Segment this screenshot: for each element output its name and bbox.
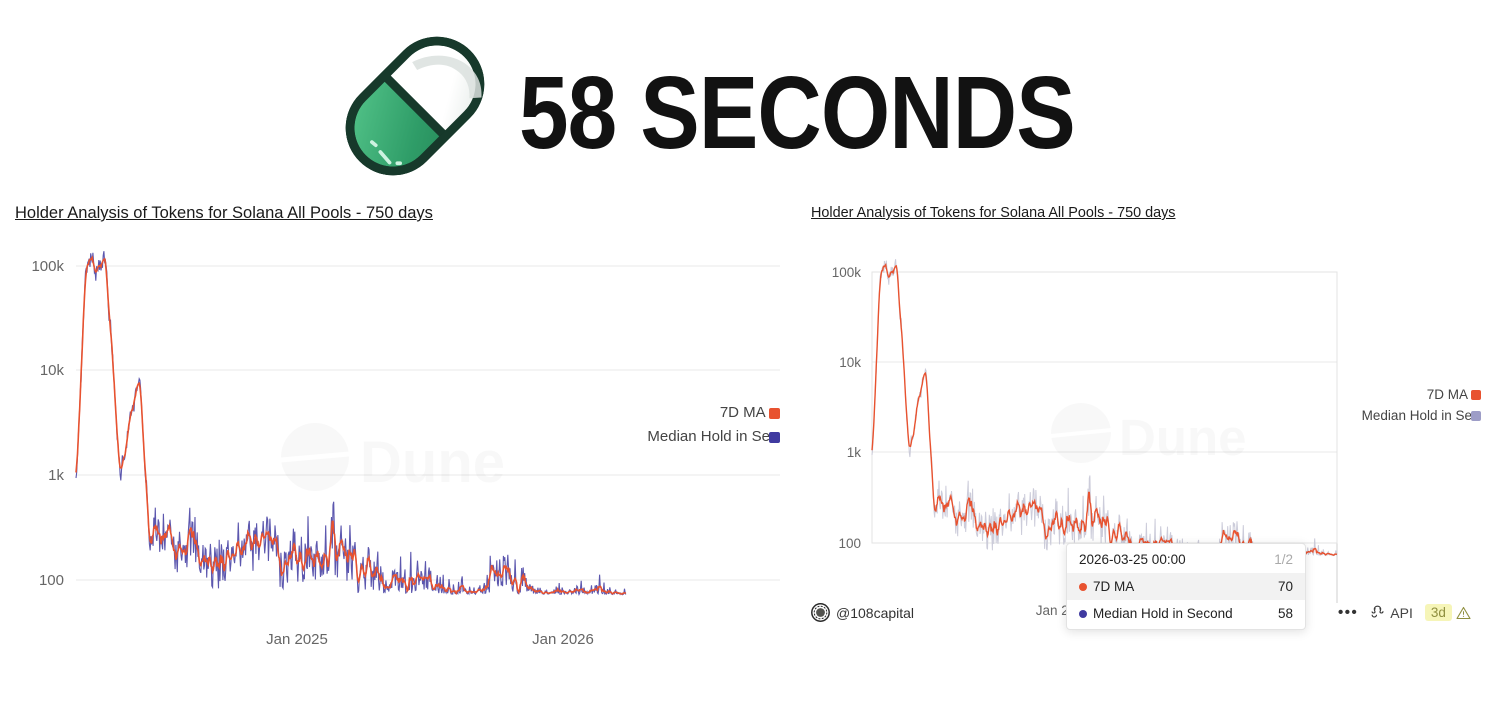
- svg-text:100k: 100k: [832, 265, 862, 280]
- svg-text:100: 100: [838, 536, 861, 551]
- svg-text:10k: 10k: [40, 362, 65, 379]
- svg-text:100k: 100k: [31, 258, 64, 275]
- svg-text:Jan 2025: Jan 2025: [266, 631, 328, 648]
- svg-text:100: 100: [39, 572, 64, 589]
- svg-text:Dune: Dune: [1119, 409, 1247, 466]
- svg-text:Dune: Dune: [360, 430, 505, 495]
- svg-text:1k: 1k: [48, 467, 64, 484]
- svg-text:Jan 2026: Jan 2026: [532, 631, 594, 648]
- svg-text:1k: 1k: [847, 445, 862, 460]
- svg-text:10k: 10k: [839, 355, 861, 370]
